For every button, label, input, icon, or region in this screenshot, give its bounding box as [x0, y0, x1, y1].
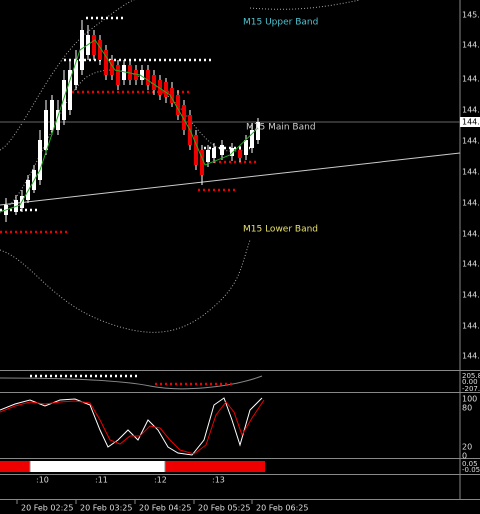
stochastic-signal — [0, 399, 265, 455]
upper-band-label: M15 Upper Band — [243, 18, 318, 28]
price-label: 144.5 — [462, 199, 480, 208]
price-label: 145.0 — [462, 11, 480, 20]
price-label: 144.0 — [462, 352, 480, 361]
strip-down — [0, 461, 30, 472]
price-label: 144.6 — [462, 168, 480, 177]
stochastic-main — [0, 397, 263, 456]
stochastic-label: 0 — [462, 452, 467, 461]
stochastic-label: 80 — [462, 404, 472, 413]
strip-down — [165, 461, 265, 472]
strip-label: 0.05 — [462, 460, 478, 468]
strip-up — [30, 461, 165, 472]
time-label: 20 Feb 04:25 — [139, 504, 191, 513]
lower-band-label: M15 Lower Band — [243, 225, 318, 235]
price-label: 144.4 — [462, 230, 480, 239]
bull-candles — [4, 30, 260, 215]
main-band-label: M15 Main Band — [246, 123, 316, 133]
time-label: 20 Feb 05:25 — [198, 504, 250, 513]
price-label: 144. — [462, 137, 480, 146]
time-label: 20 Feb 03:25 — [80, 504, 132, 513]
time-label: 20 Feb 06:25 — [256, 504, 308, 513]
hour-marker: :13 — [212, 476, 225, 485]
price-label: 144.7 — [462, 106, 480, 115]
price-label: 144.2 — [462, 291, 480, 300]
price-label: 144.1 — [462, 322, 480, 331]
moving-average — [0, 39, 259, 213]
hour-marker: :10 — [36, 476, 49, 485]
stochastic-label: 20 — [462, 443, 472, 452]
current-price: 144. — [462, 118, 480, 127]
strip-dividers — [29, 461, 166, 472]
time-label: 20 Feb 02:25 — [21, 504, 73, 513]
oscillator-label: -207. — [462, 385, 480, 393]
hour-marker: :11 — [95, 476, 108, 485]
oscillator-label: 205.8 — [462, 372, 480, 380]
bear-candles — [92, 35, 242, 175]
price-label: 144.3 — [462, 260, 480, 269]
panel-frames — [0, 0, 480, 500]
price-label: 144.9 — [462, 41, 480, 50]
strip-label: -0.05 — [462, 466, 480, 474]
oscillator-label: 0.00 — [462, 378, 478, 386]
hour-marker: :12 — [154, 476, 167, 485]
stochastic-label: 100 — [462, 395, 477, 404]
current-price-box — [460, 117, 480, 127]
trend-line — [0, 152, 461, 206]
bollinger-bands — [0, 0, 361, 333]
price-label: 144.8 — [462, 75, 480, 84]
